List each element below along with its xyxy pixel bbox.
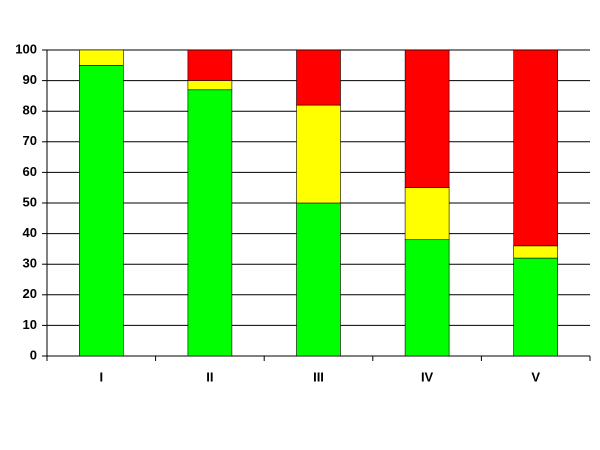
bar-segment bbox=[187, 89, 233, 357]
bar-segment bbox=[296, 104, 341, 204]
y-tick-label: 90 bbox=[23, 72, 37, 87]
y-tick-label: 40 bbox=[23, 225, 37, 240]
bar-segment bbox=[79, 49, 124, 66]
y-tick-label: 30 bbox=[23, 256, 37, 271]
y-tick-label: 80 bbox=[23, 103, 37, 118]
y-tick-label: 10 bbox=[23, 317, 37, 332]
bar-segment bbox=[513, 245, 559, 259]
x-tick-label: IV bbox=[421, 369, 434, 384]
bar-segment bbox=[513, 257, 559, 357]
y-tick-label: 60 bbox=[23, 164, 37, 179]
y-tick-label: 50 bbox=[23, 194, 37, 209]
bar-segment bbox=[187, 80, 233, 91]
x-tick-label: I bbox=[99, 369, 103, 384]
bar-segment bbox=[404, 49, 450, 188]
x-tick-label: III bbox=[313, 369, 324, 384]
y-tick-label: 20 bbox=[23, 286, 37, 301]
x-tick-label: V bbox=[531, 369, 540, 384]
bar-segment bbox=[404, 187, 450, 241]
y-tick-label: 100 bbox=[15, 41, 37, 56]
bar-segment bbox=[296, 49, 341, 106]
y-tick-label: 70 bbox=[23, 133, 37, 148]
bar-segment bbox=[79, 65, 124, 357]
bar-segment bbox=[296, 202, 341, 357]
y-tick-label: 0 bbox=[30, 347, 37, 362]
bar-segment bbox=[404, 239, 450, 357]
bar-segment bbox=[187, 49, 233, 81]
x-tick-label: II bbox=[206, 369, 213, 384]
bar-segment bbox=[513, 49, 559, 247]
